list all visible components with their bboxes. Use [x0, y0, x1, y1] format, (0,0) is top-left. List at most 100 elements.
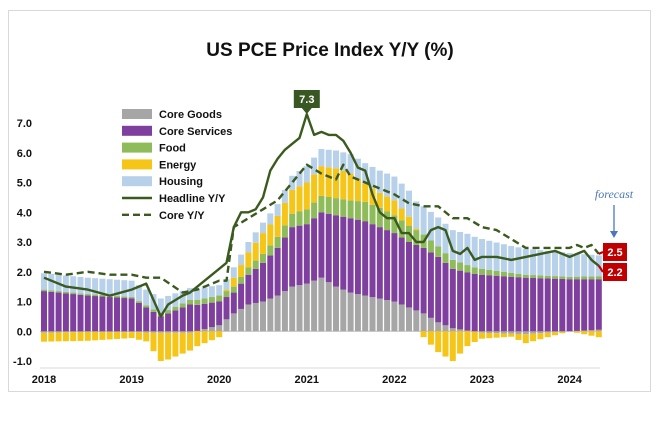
bar-core-goods [238, 308, 245, 332]
bar-core-goods [274, 295, 281, 332]
bar-food [588, 276, 595, 280]
bar-core-services [303, 224, 310, 284]
bar-housing [92, 278, 99, 295]
bar-core-services [48, 291, 55, 332]
bar-energy [114, 332, 120, 339]
bar-housing [544, 250, 551, 276]
bar-core-services [479, 274, 485, 332]
bar-core-services [581, 279, 588, 331]
bar-energy [318, 166, 325, 196]
bar-core-goods [143, 331, 150, 333]
bar-food [340, 199, 347, 217]
bar-food [544, 275, 551, 279]
bar-housing [376, 170, 383, 193]
bar-energy [216, 331, 223, 338]
bar-food [194, 300, 201, 305]
bar-core-services [157, 316, 164, 332]
bar-food [311, 202, 318, 219]
bar-core-services [318, 212, 325, 278]
bar-core-goods [260, 301, 266, 332]
bar-housing [581, 254, 588, 277]
bar-energy [135, 332, 142, 340]
bar-energy [457, 331, 464, 354]
bar-energy [486, 332, 493, 339]
forecast-note: forecast [595, 187, 634, 201]
bar-core-goods [420, 313, 427, 332]
bar-housing [566, 253, 573, 277]
bar-food [333, 198, 339, 216]
legend-swatch-core-services [122, 125, 152, 136]
bar-food [552, 276, 558, 279]
bar-core-goods [500, 331, 507, 334]
bar-energy [187, 332, 193, 351]
bar-energy [449, 331, 456, 361]
bar-core-services [128, 298, 135, 332]
bar-energy [435, 331, 442, 353]
bar-core-services [281, 237, 288, 292]
bar-food [522, 274, 529, 278]
bar-energy [274, 215, 281, 237]
bar-food [260, 253, 266, 263]
bar-energy [289, 189, 296, 214]
bar-energy [201, 331, 208, 344]
bar-housing [238, 254, 245, 266]
bar-core-goods [486, 331, 493, 333]
bar-core-goods [384, 300, 391, 332]
bar-core-goods [530, 331, 537, 334]
bar-housing [289, 175, 296, 190]
bar-core-goods [581, 330, 588, 332]
bar-core-services [267, 255, 274, 299]
bar-energy [99, 331, 106, 340]
bar-housing [135, 285, 142, 302]
bar-housing [471, 236, 478, 268]
bar-core-goods [114, 331, 120, 333]
bar-energy [530, 333, 537, 342]
bar-housing [223, 279, 230, 290]
bar-energy [398, 208, 405, 221]
bars-group [41, 149, 602, 361]
forecast-value-headline-y-y: 2.2 [607, 267, 622, 279]
bar-energy [362, 183, 369, 202]
bar-core-services [398, 237, 405, 305]
bar-core-goods [398, 304, 405, 332]
bar-core-goods [471, 331, 478, 332]
bar-core-goods [157, 331, 164, 333]
bar-core-services [522, 277, 529, 332]
line-headline-y-y [43, 112, 600, 318]
bar-housing [114, 279, 120, 297]
bar-food [391, 215, 398, 234]
bar-energy [573, 331, 580, 333]
bar-housing [48, 273, 55, 291]
bar-food [362, 201, 369, 222]
bar-energy [354, 178, 361, 202]
bar-housing [187, 288, 193, 301]
bar-housing [84, 277, 91, 295]
bar-food [201, 298, 208, 304]
bar-housing [420, 206, 427, 235]
bar-core-goods [537, 331, 544, 334]
bar-food [296, 211, 303, 226]
bar-housing [157, 298, 164, 314]
bar-core-services [179, 307, 186, 332]
bar-core-goods [281, 291, 288, 332]
bar-food [274, 236, 281, 248]
bar-core-goods [55, 331, 62, 333]
forecast-arrow-headline-y-y [597, 265, 604, 273]
bar-food [398, 220, 405, 238]
bar-energy [376, 192, 383, 208]
bar-core-goods [194, 330, 201, 332]
bar-core-services [62, 293, 69, 332]
bar-energy [588, 331, 595, 336]
bar-food [376, 207, 383, 228]
bar-housing [245, 242, 252, 253]
legend-swatch-energy [122, 159, 152, 170]
bar-energy [260, 233, 266, 254]
bar-core-goods [179, 331, 186, 333]
bar-core-goods [427, 317, 434, 332]
bar-food [566, 276, 573, 280]
bar-core-services [172, 310, 179, 332]
bar-core-goods [457, 329, 464, 332]
bar-core-services [121, 298, 128, 332]
bar-core-services [391, 233, 398, 302]
